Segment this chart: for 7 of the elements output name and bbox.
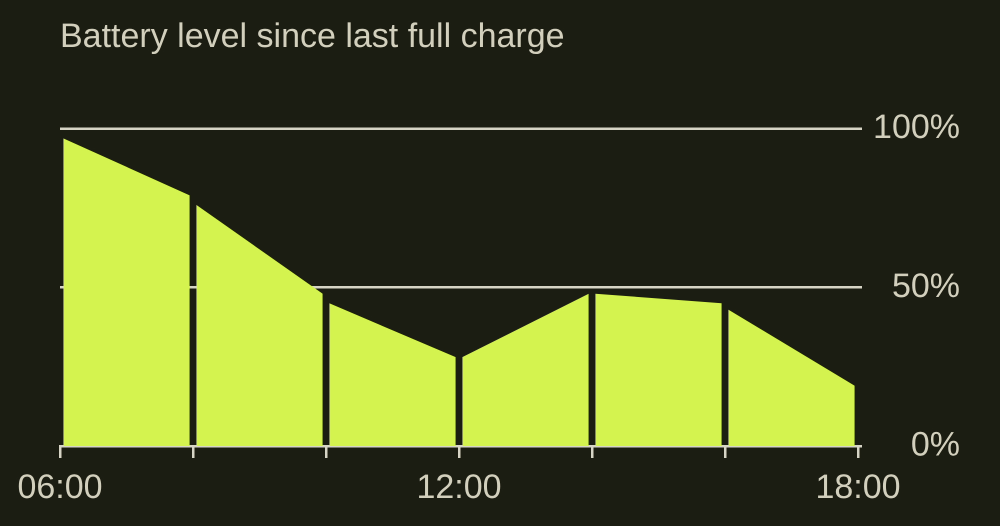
y-tick-label: 0% [910,425,960,464]
x-tick-label: 06:00 [17,468,103,506]
x-tick-label: 12:00 [416,468,502,506]
x-tick-label: 18:00 [815,468,901,506]
y-tick-label: 100% [873,108,960,146]
chart-title: Battery level since last full charge [60,16,565,55]
y-tick-label: 50% [892,266,960,305]
